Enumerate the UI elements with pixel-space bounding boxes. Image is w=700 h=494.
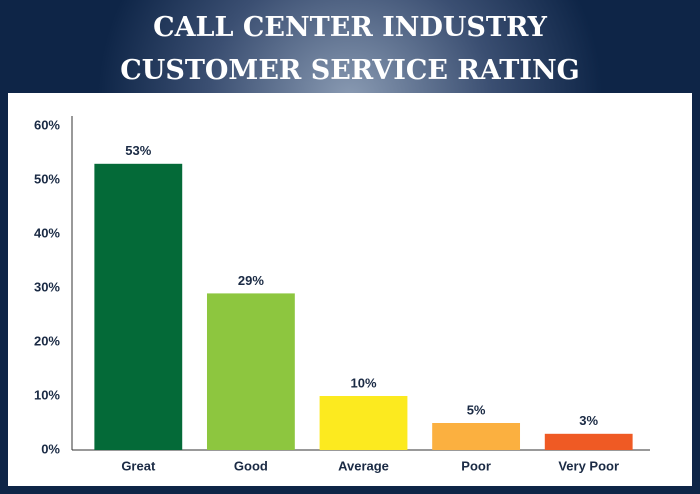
value-label: 10% [350,375,376,390]
x-tick-label: Great [121,458,156,473]
bar [94,163,183,451]
y-tick-label: 10% [34,387,60,402]
value-label: 5% [467,402,486,417]
x-tick-label: Good [234,458,268,473]
y-tick-label: 30% [34,279,60,294]
bar [319,396,408,450]
y-tick-label: 60% [34,117,60,132]
y-tick-label: 20% [34,333,60,348]
y-tick-label: 50% [34,171,60,186]
value-label: 53% [125,143,151,158]
bar [206,293,295,450]
y-tick-label: 0% [41,441,60,456]
value-label: 3% [579,413,598,428]
x-tick-label: Very Poor [558,458,619,473]
bar [544,433,633,450]
value-label: 29% [238,273,264,288]
chart-title: CALL CENTER INDUSTRY CUSTOMER SERVICE RA… [120,12,580,86]
x-tick-label: Average [338,458,389,473]
bar [432,423,521,450]
y-tick-label: 40% [34,225,60,240]
x-tick-label: Poor [461,458,491,473]
